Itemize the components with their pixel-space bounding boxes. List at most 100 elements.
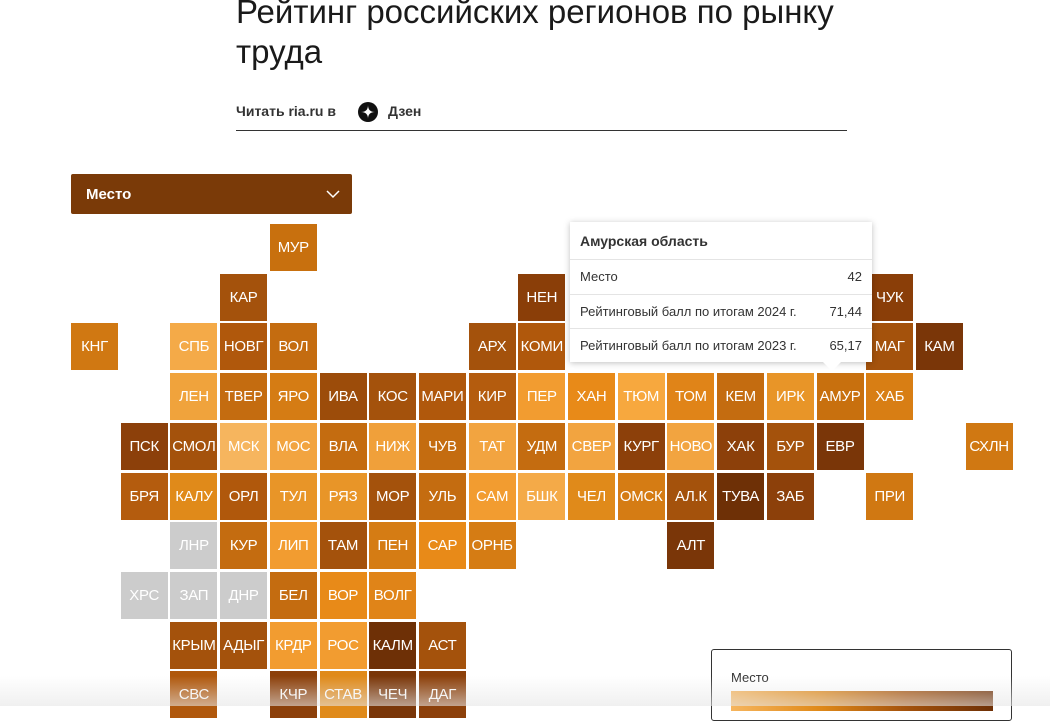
dzen-icon[interactable] — [358, 102, 378, 122]
region-tile[interactable]: ТУВА — [717, 472, 765, 520]
region-tile[interactable]: МСК — [220, 422, 268, 470]
region-tile[interactable]: ЧУВ — [418, 422, 466, 470]
metric-select[interactable]: Место — [71, 174, 352, 214]
region-tile[interactable]: МАРИ — [418, 373, 466, 421]
legend-gradient — [731, 691, 993, 711]
region-tile[interactable]: КУРГ — [617, 422, 665, 470]
region-tile[interactable]: ЗАБ — [766, 472, 814, 520]
region-tile[interactable]: ПЕР — [518, 373, 566, 421]
region-tile[interactable]: ОРЛ — [220, 472, 268, 520]
tooltip-key: Рейтинговый балл по итогам 2023 г. — [580, 338, 797, 353]
region-tile[interactable]: ОРНБ — [468, 522, 516, 570]
region-tile[interactable]: ЧЕЧ — [369, 671, 417, 719]
region-tile[interactable]: ТВЕР — [220, 373, 268, 421]
region-tile[interactable]: ЛЕН — [170, 373, 218, 421]
region-tile[interactable]: ДАГ — [418, 671, 466, 719]
tooltip: Амурская область Место 42 Рейтинговый балл… — [570, 222, 872, 362]
region-tile[interactable]: СХЛН — [965, 422, 1013, 470]
region-tile[interactable]: ИВА — [319, 373, 367, 421]
region-tile[interactable]: КАМ — [915, 323, 963, 371]
tooltip-value: 71,44 — [829, 303, 862, 319]
region-tile[interactable]: ТУЛ — [269, 472, 317, 520]
region-tile[interactable]: РЯЗ — [319, 472, 367, 520]
region-tile[interactable]: ПЕН — [369, 522, 417, 570]
region-tile[interactable]: ПСК — [120, 422, 168, 470]
region-tile[interactable]: ХРС — [120, 571, 168, 619]
read-prefix: Читать ria.ru в — [236, 103, 336, 119]
region-tile[interactable]: ИРК — [766, 373, 814, 421]
region-tile[interactable]: УДМ — [518, 422, 566, 470]
region-tile[interactable]: КАЛМ — [369, 621, 417, 669]
region-tile[interactable]: СВЕР — [568, 422, 615, 470]
region-tile[interactable]: КАР — [220, 273, 268, 321]
region-tile[interactable]: БЕЛ — [269, 571, 317, 619]
region-tile[interactable]: ТОМ — [667, 373, 715, 421]
region-tile[interactable]: АРХ — [468, 323, 516, 371]
tooltip-key: Рейтинговый балл по итогам 2024 г. — [580, 303, 797, 319]
region-tile[interactable]: РОС — [319, 621, 367, 669]
region-tile[interactable]: ВОР — [319, 571, 367, 619]
region-tile[interactable]: АЛТ — [667, 522, 715, 570]
region-tile[interactable]: ЧЕЛ — [568, 472, 615, 520]
region-tile[interactable]: ВОЛ — [269, 323, 317, 371]
region-tile[interactable]: МОР — [369, 472, 417, 520]
divider — [236, 130, 847, 131]
region-tile[interactable]: САМ — [468, 472, 516, 520]
region-tile[interactable]: КИР — [468, 373, 516, 421]
region-tile[interactable]: БУР — [766, 422, 814, 470]
tooltip-row: Место 42 — [570, 259, 872, 294]
region-tile[interactable]: КАЛУ — [170, 472, 218, 520]
region-tile[interactable]: КНГ — [71, 323, 118, 371]
region-tile[interactable]: КОС — [369, 373, 417, 421]
region-tile[interactable]: СВС — [170, 671, 218, 719]
region-tile[interactable]: НОВГ — [220, 323, 268, 371]
region-tile[interactable]: ПРИ — [866, 472, 914, 520]
region-tile[interactable]: ЯРО — [269, 373, 317, 421]
region-tile[interactable]: ХАН — [568, 373, 615, 421]
region-tile[interactable]: МАГ — [866, 323, 914, 371]
region-tile[interactable]: КРДР — [269, 621, 317, 669]
tooltip-key: Место — [580, 269, 618, 284]
region-tile[interactable]: МУР — [269, 224, 317, 271]
region-tile[interactable]: ЕВР — [816, 422, 864, 470]
region-tile[interactable]: ЗАП — [170, 571, 218, 619]
region-tile[interactable]: САР — [418, 522, 466, 570]
region-tile[interactable]: НОВО — [667, 422, 715, 470]
region-tile[interactable]: ЛНР — [170, 522, 218, 570]
legend-title: Место — [731, 670, 769, 685]
region-tile[interactable]: КЧР — [269, 671, 317, 719]
region-tile[interactable]: ВОЛГ — [369, 571, 417, 619]
region-tile[interactable]: ЛИП — [269, 522, 317, 570]
region-tile[interactable]: ОМСК — [617, 472, 665, 520]
region-tile[interactable]: СПБ — [170, 323, 218, 371]
region-tile[interactable]: ЧУК — [866, 273, 914, 321]
region-tile[interactable]: АСТ — [418, 621, 466, 669]
region-tile[interactable]: УЛЬ — [418, 472, 466, 520]
region-tile[interactable]: МОС — [269, 422, 317, 470]
region-tile[interactable]: КЕМ — [717, 373, 765, 421]
region-tile[interactable]: АДЫГ — [220, 621, 268, 669]
region-tile[interactable]: ДНР — [220, 571, 268, 619]
region-tile[interactable]: КОМИ — [518, 323, 566, 371]
region-tile[interactable]: ВЛА — [319, 422, 367, 470]
region-tile[interactable]: АЛ.К — [667, 472, 715, 520]
legend: Место — [711, 649, 1012, 721]
tooltip-title: Амурская область — [580, 233, 708, 249]
region-tile[interactable]: СМОЛ — [170, 422, 218, 470]
region-tile[interactable]: ТЮМ — [617, 373, 665, 421]
region-tile[interactable]: НИЖ — [369, 422, 417, 470]
tooltip-value: 65,17 — [829, 338, 862, 353]
region-tile[interactable]: КУР — [220, 522, 268, 570]
region-tile[interactable]: АМУР — [816, 373, 864, 421]
region-tile[interactable]: СТАВ — [319, 671, 367, 719]
region-tile[interactable]: ТАТ — [468, 422, 516, 470]
region-tile[interactable]: ТАМ — [319, 522, 367, 570]
region-tile[interactable]: НЕН — [518, 273, 566, 321]
region-tile[interactable]: БШК — [518, 472, 566, 520]
region-tile[interactable]: ХАБ — [866, 373, 914, 421]
region-tile[interactable]: БРЯ — [120, 472, 168, 520]
region-tile[interactable]: ХАК — [717, 422, 765, 470]
region-tile[interactable]: КРЫМ — [170, 621, 218, 669]
read-link[interactable]: Дзен — [388, 103, 422, 119]
